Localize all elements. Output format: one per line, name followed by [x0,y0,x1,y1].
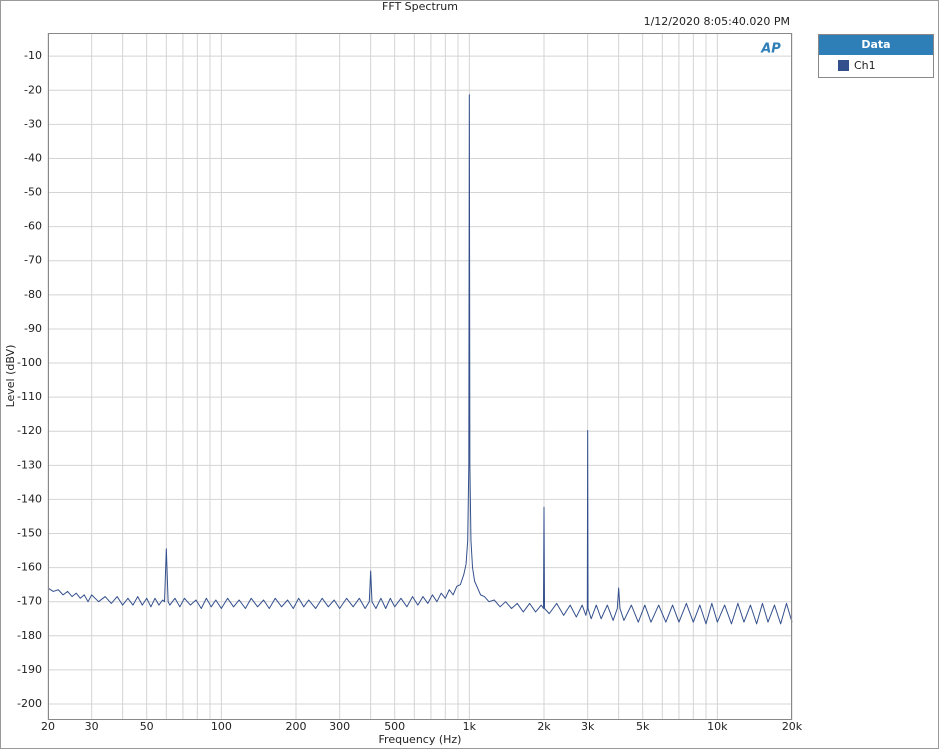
timestamp: 1/12/2020 8:05:40.020 PM [644,15,790,28]
y-tick-label: -180 [17,629,42,642]
legend-label: Ch1 [854,59,876,72]
x-tick-label: 50 [140,720,154,733]
y-tick-label: -140 [17,492,42,505]
series-line [47,94,793,625]
y-tick-label: -30 [24,117,42,130]
y-tick-label: -20 [24,83,42,96]
x-tick-label: 1k [463,720,477,733]
y-axis-title: Level (dBV) [4,345,17,408]
y-tick-label: -120 [17,424,42,437]
x-tick-label: 200 [286,720,307,733]
y-tick-label: -130 [17,458,42,471]
x-tick-label: 20k [782,720,803,733]
y-tick-label: -110 [17,390,42,403]
y-tick-label: -70 [24,254,42,267]
chart-title: FFT Spectrum [382,0,458,13]
x-tick-label: 2k [537,720,551,733]
y-tick-label: -170 [17,595,42,608]
legend: Data Ch1 [818,34,934,78]
y-tick-label: -200 [17,697,42,710]
y-tick-label: -60 [24,220,42,233]
x-tick-label: 300 [329,720,350,733]
y-tick-label: -50 [24,186,42,199]
legend-title: Data [861,38,890,51]
x-tick-label: 10k [707,720,728,733]
legend-swatch [838,60,849,71]
y-tick-label: -90 [24,322,42,335]
y-tick-label: -100 [17,356,42,369]
legend-header [819,35,933,55]
y-tick-label: -190 [17,663,42,676]
x-axis-title: Frequency (Hz) [379,733,462,746]
x-tick-label: 20 [41,720,55,733]
x-tick-label: 30 [85,720,99,733]
y-tick-label: -80 [24,288,42,301]
plot-border [48,33,792,720]
x-tick-label: 500 [384,720,405,733]
y-tick-label: -10 [24,49,42,62]
y-tick-label: -150 [17,527,42,540]
x-tick-label: 3k [581,720,595,733]
x-tick-label: 100 [211,720,232,733]
logo: AP [760,42,781,57]
x-tick-label: 5k [636,720,650,733]
y-tick-label: -40 [24,151,42,164]
y-tick-label: -160 [17,561,42,574]
